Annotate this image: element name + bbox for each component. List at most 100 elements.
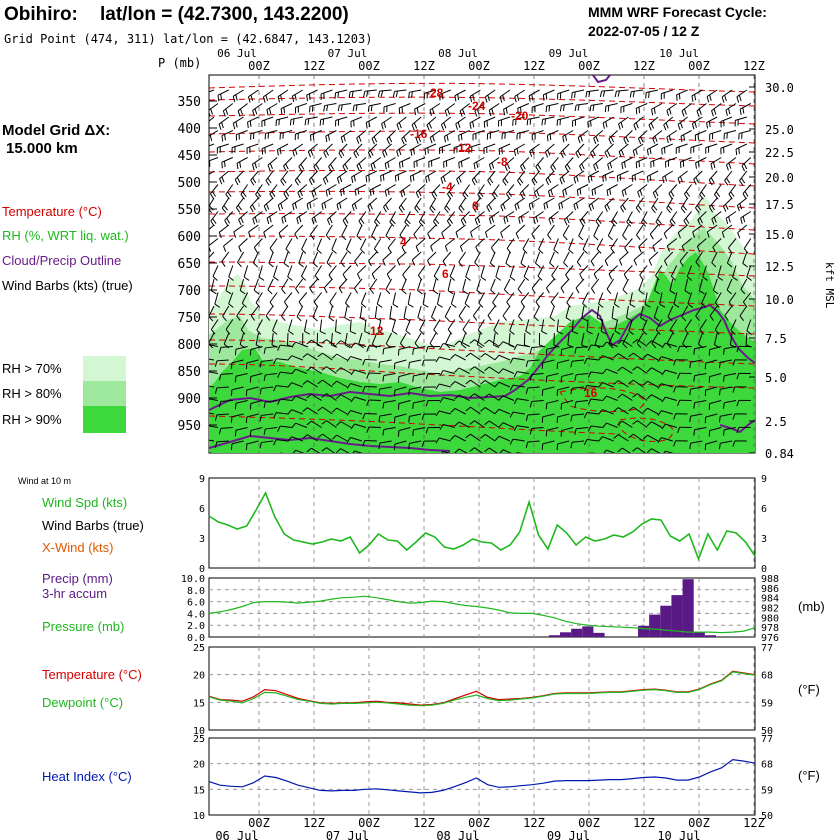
wind-barb <box>339 103 352 106</box>
wind-barb <box>633 116 644 125</box>
wind-barb-feather <box>371 235 377 241</box>
surface-wind-barb-feather <box>597 519 600 524</box>
wind-barb-feather <box>469 447 475 452</box>
wind-barb-feather <box>576 175 579 182</box>
wind-barb-feather <box>385 204 389 211</box>
wind-barb-feather <box>326 262 332 268</box>
wind-barb-feather <box>739 203 743 210</box>
wind-barb-feather <box>495 276 502 281</box>
precip-bar <box>704 635 716 637</box>
wind-barb-feather <box>710 177 715 184</box>
wind-barb <box>701 292 707 304</box>
wind-barb-feather <box>509 357 514 364</box>
wind-barb-feather <box>221 162 223 169</box>
wind-barb <box>336 434 348 442</box>
wind-barb <box>316 238 323 250</box>
wind-barb <box>604 143 614 153</box>
wind-barb-feather <box>283 262 290 268</box>
wind-barb <box>723 197 733 207</box>
panel-right-tick: 988 <box>761 574 779 585</box>
wind-barb-feather <box>583 412 588 419</box>
wind-barb-feather <box>212 276 218 281</box>
wind-barb <box>439 356 451 361</box>
wind-barb-feather <box>427 175 430 182</box>
wind-barb <box>379 413 392 417</box>
precip-bar <box>671 595 683 637</box>
wind-barb-feather <box>418 190 422 197</box>
wind-barb-feather <box>542 94 545 101</box>
wind-barb-feather <box>517 180 522 186</box>
wind-barb-feather <box>697 161 700 168</box>
wind-barb-feather <box>619 259 623 266</box>
wind-barb <box>311 184 322 192</box>
wind-barb <box>732 265 737 278</box>
wind-barb <box>606 184 618 191</box>
wind-barb <box>714 184 722 195</box>
wind-barb-feather <box>593 235 599 241</box>
wind-barb <box>739 130 751 134</box>
wind-barb <box>720 143 733 149</box>
wind-barb <box>443 451 451 453</box>
wind-barb-feather <box>335 421 342 427</box>
wind-barb-feather <box>447 108 450 115</box>
wind-barb <box>221 197 230 209</box>
wind-barb <box>430 238 441 247</box>
wind-barb-feather <box>677 427 681 434</box>
wind-barb-feather <box>535 301 540 308</box>
wind-barb-feather <box>350 331 357 335</box>
wind-barb <box>621 184 633 192</box>
wind-barb-feather <box>352 450 355 453</box>
wind-barb-feather <box>480 276 487 281</box>
wind-barb-feather <box>635 122 639 129</box>
wind-barb-feather <box>267 177 272 184</box>
wind-barb-feather <box>340 137 344 144</box>
wind-barb-feather <box>421 413 425 420</box>
wind-barb <box>706 116 718 124</box>
wind-barb-feather <box>405 330 411 335</box>
wind-barb-feather <box>266 109 269 116</box>
wind-barb-feather <box>677 373 681 380</box>
wind-barb <box>665 396 677 401</box>
wind-barb-feather <box>562 104 565 111</box>
wind-barb-feather <box>484 96 488 103</box>
wind-barb-feather <box>568 249 574 254</box>
wind-barb-feather <box>428 122 432 129</box>
wind-barb-feather <box>363 91 366 98</box>
wind-barb-feather <box>367 205 371 212</box>
wind-barb-feather <box>325 190 328 197</box>
wind-barb <box>471 170 481 181</box>
wind-barb-feather <box>628 379 634 385</box>
wind-barb <box>632 143 644 152</box>
wind-barb-feather <box>344 317 351 322</box>
wind-barb <box>709 346 722 351</box>
wind-barb <box>407 292 411 305</box>
wind-barb-feather <box>632 150 636 157</box>
wind-barb-feather <box>366 90 369 97</box>
wind-barb <box>263 89 274 98</box>
height-tick-label: 22.5 <box>765 146 794 160</box>
wind-barb-feather <box>252 218 256 225</box>
wind-barb-feather <box>302 353 308 358</box>
wind-barb <box>662 170 674 178</box>
wind-barb-feather <box>531 179 536 186</box>
wind-barb <box>476 278 481 291</box>
wind-barb <box>590 251 600 262</box>
wind-barb-feather <box>221 122 224 129</box>
wind-barb-feather <box>488 218 492 225</box>
wind-barb-feather <box>397 174 400 181</box>
wind-barb <box>235 197 244 208</box>
wind-barb <box>398 400 411 405</box>
wind-barb-feather <box>633 124 637 131</box>
wind-barb-feather <box>623 138 627 145</box>
wind-barb <box>669 211 678 222</box>
wind-barb <box>724 400 737 404</box>
wind-barb <box>216 440 229 443</box>
panel-left-tick: 10.0 <box>181 574 205 585</box>
wind-barb <box>517 278 526 290</box>
wind-barb-feather <box>509 384 514 391</box>
wind-barb-feather <box>609 188 612 195</box>
wind-barb <box>439 383 451 388</box>
wind-barb <box>379 386 392 390</box>
wind-barb-feather <box>546 202 549 209</box>
